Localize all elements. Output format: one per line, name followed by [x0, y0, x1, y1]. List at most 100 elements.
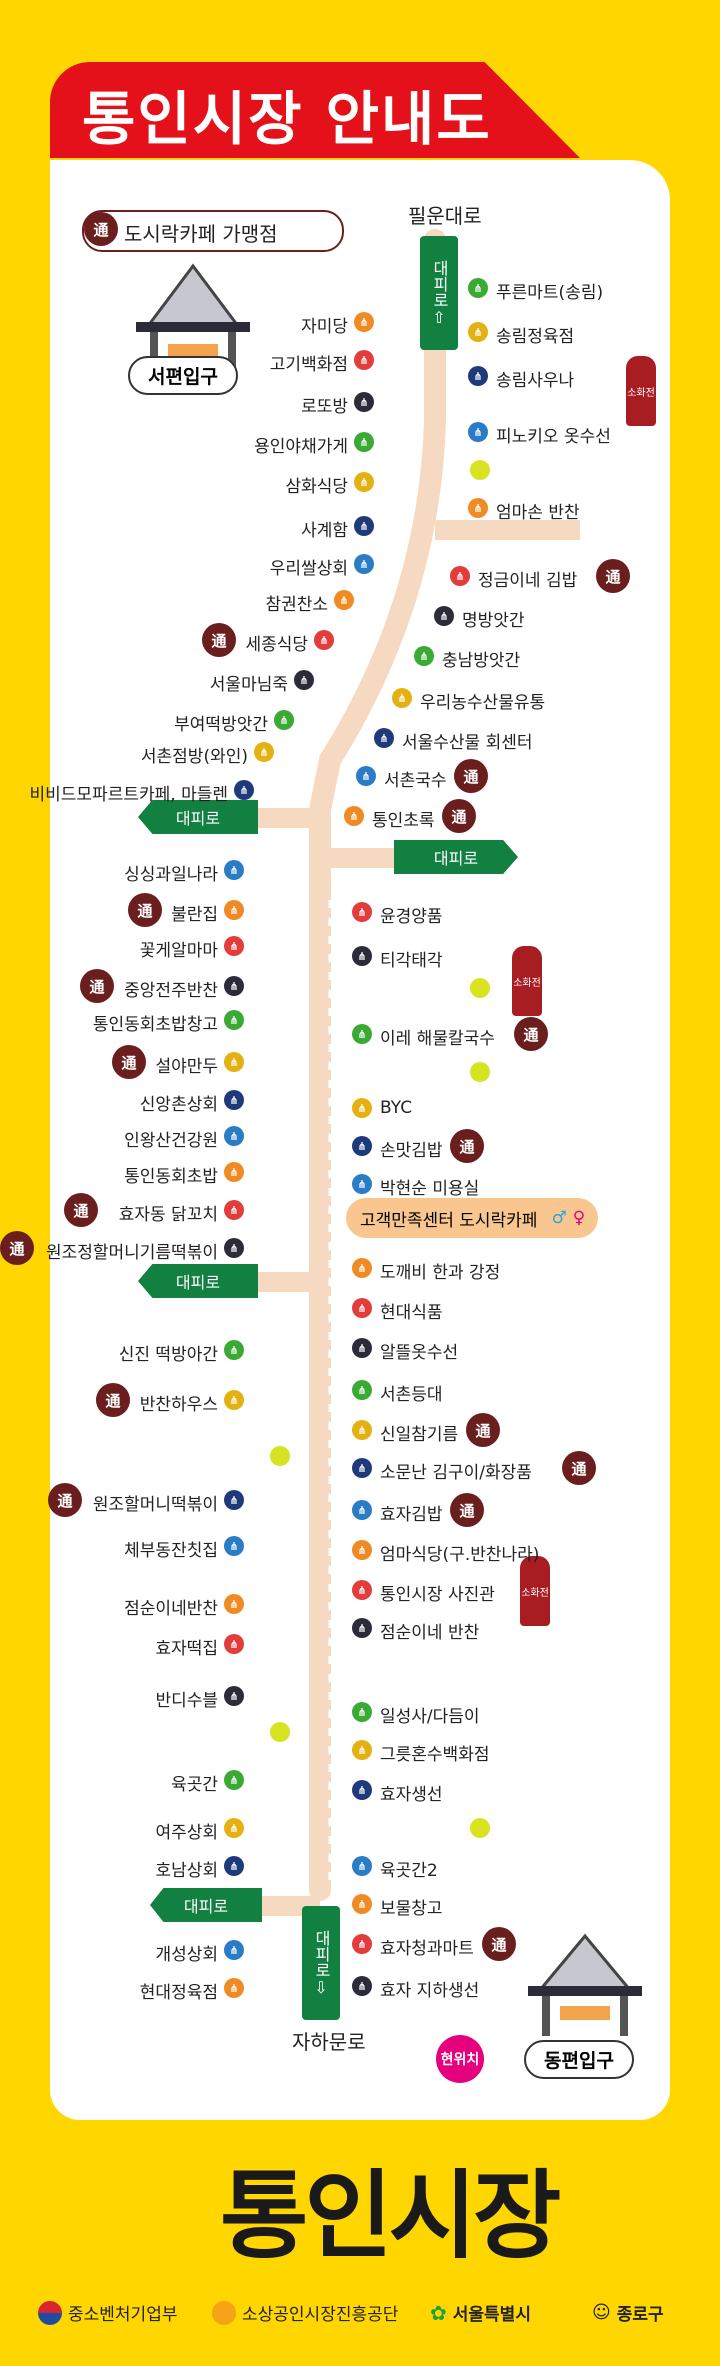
empty-stall-dot: [270, 1722, 290, 1742]
shop-label-right: 점순이네 반찬: [380, 1623, 480, 1643]
shop-label-right: 신일참기름: [380, 1425, 459, 1445]
shop-icon: ⋔: [344, 806, 364, 826]
shop-label-right: 엄마식당(구.반찬나라): [380, 1545, 540, 1565]
tong-badge: 通: [450, 1493, 484, 1527]
tong-badge: 通: [128, 893, 162, 927]
shop-icon: ⋔: [392, 688, 412, 708]
tong-badge: 通: [84, 212, 118, 246]
jongno-logo-icon: ☺: [592, 2302, 611, 2323]
tong-badge: 通: [562, 1451, 596, 1485]
shop-label-right: 육곳간2: [380, 1861, 438, 1881]
tong-badge: 通: [48, 1483, 82, 1517]
shop-label-left: 개성상회: [155, 1945, 218, 1965]
exit-sign-left-3: 대피로: [150, 1888, 262, 1922]
shop-label-left: 삼화식당: [285, 477, 348, 497]
shop-icon: ⋔: [352, 1174, 372, 1194]
shop-label-right: 엄마손 반찬: [496, 503, 580, 523]
seoul-logo-icon: ✿: [430, 2300, 447, 2325]
shop-icon: ⋔: [354, 472, 374, 492]
footer-jongno: ☺ 종로구: [592, 2300, 664, 2325]
runner-icon: ⇩: [314, 1977, 328, 1997]
male-restroom-icon: ♂: [551, 1208, 567, 1228]
shop-label-right: 피노키오 옷수선: [496, 427, 611, 447]
footer-label: 종로구: [616, 2305, 664, 2325]
shop-label-right: 알뜰옷수선: [380, 1343, 459, 1363]
shop-label-right: 통인초록: [372, 811, 435, 831]
shop-icon: ⋔: [274, 710, 294, 730]
shop-icon: ⋔: [352, 1780, 372, 1800]
shop-label-left: 비비드모파르트카페, 마들렌: [29, 785, 229, 805]
exit-label: 대피로: [175, 809, 221, 828]
empty-stall-dot: [470, 1818, 490, 1838]
shop-icon: ⋔: [224, 976, 244, 996]
shop-label-right: 정금이네 김밥: [478, 571, 578, 591]
exit-label: 대피로: [433, 849, 479, 868]
shop-label-right: 송림정육점: [496, 327, 575, 347]
footer-label: 소상공인시장진흥공단: [242, 2305, 399, 2325]
shop-label-right: 효자청과마트: [380, 1939, 474, 1959]
shop-icon: ⋔: [352, 1458, 372, 1478]
shop-icon: ⋔: [352, 1500, 372, 1520]
gov-emblem-icon: [38, 2300, 62, 2325]
shop-label-left: 체부동잔칫집: [124, 1541, 218, 1561]
shop-label-right: 윤경양품: [380, 907, 443, 927]
exit-sign-left-1: 대피로: [138, 800, 258, 834]
shop-label-left: 꽃게알마마: [139, 941, 218, 961]
exit-label: 대피로: [312, 1929, 331, 1978]
tong-badge: 通: [450, 1129, 484, 1163]
shop-icon: ⋔: [468, 322, 488, 342]
shop-icon: ⋔: [468, 422, 488, 442]
tong-badge: 通: [482, 1927, 516, 1961]
hydrant-icon: 소화전: [626, 356, 656, 426]
shop-label-left: 반디수블: [155, 1691, 218, 1711]
shop-icon: ⋔: [352, 946, 372, 966]
shop-icon: ⋔: [224, 1090, 244, 1110]
shop-label-left: 반찬하우스: [139, 1395, 218, 1415]
exit-sign-right-1: 대피로: [394, 840, 518, 874]
shop-label-right: 푸른마트(송림): [496, 283, 604, 303]
shop-icon: ⋔: [352, 1298, 372, 1318]
tong-badge: 通: [112, 1045, 146, 1079]
shop-icon: ⋔: [224, 1238, 244, 1258]
shop-icon: ⋔: [224, 1200, 244, 1220]
shop-icon: ⋔: [224, 1340, 244, 1360]
shop-label-right: 티각태각: [380, 951, 443, 971]
shop-label-right: 이레 해물칼국수: [380, 1029, 495, 1049]
shop-icon: ⋔: [224, 1856, 244, 1876]
tong-badge: 通: [466, 1413, 500, 1447]
shop-label-right: 서촌등대: [380, 1385, 443, 1405]
shop-label-right: 소문난 김구이/화장품: [380, 1463, 532, 1483]
shop-label-left: 현대정육점: [139, 1983, 218, 2003]
page-title: 통인시장 안내도: [82, 85, 492, 153]
shop-label-left: 고기백화점: [269, 355, 348, 375]
shop-label-left: 원조할머니떡볶이: [92, 1495, 218, 1515]
footer-label: 서울특별시: [452, 2305, 531, 2325]
shop-icon: ⋔: [224, 1594, 244, 1614]
customer-center-label: 고객만족센터 도시락카페: [360, 1210, 538, 1231]
shop-icon: ⋔: [414, 646, 434, 666]
shop-icon: ⋔: [468, 498, 488, 518]
shop-icon: ⋔: [224, 1770, 244, 1790]
shop-icon: ⋔: [352, 1258, 372, 1278]
shop-icon: ⋔: [224, 1126, 244, 1146]
exit-sign-top: 대피로 ⇧: [420, 236, 458, 350]
shop-label-right: 손맛김밥: [380, 1141, 443, 1161]
tong-badge: 通: [96, 1383, 130, 1417]
shop-icon: ⋔: [354, 312, 374, 332]
shop-label-right: 박현순 미용실: [380, 1179, 480, 1199]
east-gate-label: 동편입구: [524, 2040, 634, 2079]
shop-label-left: 우리쌀상회: [269, 559, 348, 579]
shop-icon: ⋔: [294, 670, 314, 690]
shop-icon: ⋔: [354, 516, 374, 536]
shop-icon: ⋔: [352, 1540, 372, 1560]
current-location-marker: 현위치: [436, 2035, 484, 2083]
exit-label: 대피로: [430, 259, 449, 308]
road-bottom-label: 자하문로: [292, 2030, 366, 2054]
shop-icon: ⋔: [224, 936, 244, 956]
franchise-tag: [82, 210, 344, 252]
semas-logo-icon: [212, 2300, 236, 2325]
female-restroom-icon: ♀: [572, 1208, 586, 1228]
hydrant-icon: 소화전: [520, 1556, 550, 1626]
shop-label-left: 설야만두: [155, 1057, 218, 1077]
shop-icon: ⋔: [224, 1536, 244, 1556]
